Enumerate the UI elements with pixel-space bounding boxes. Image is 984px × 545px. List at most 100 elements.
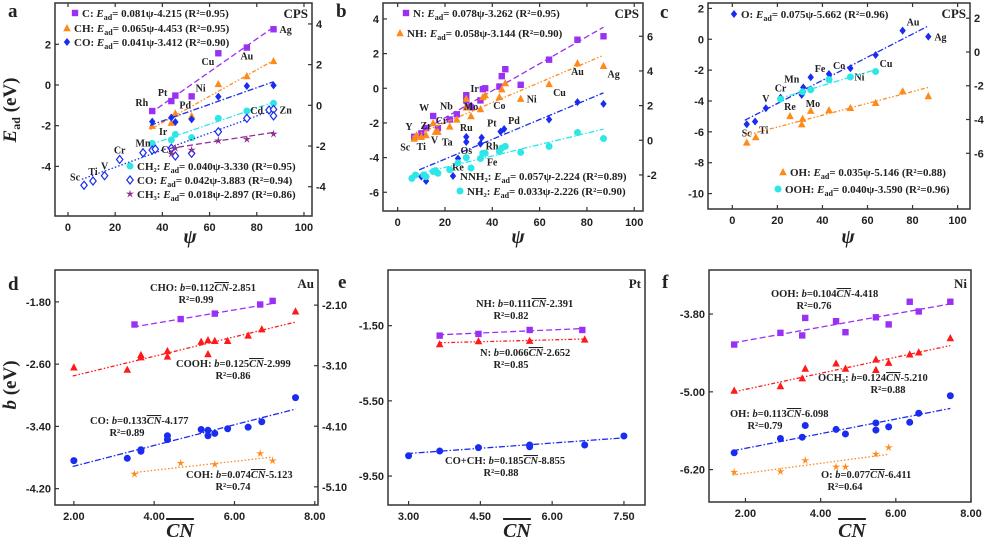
equation-rhs: = 0.057ψ-2.224 (R²=0.89) xyxy=(510,171,627,183)
fit-equation: OOH: b=0.104CN-4.418 xyxy=(771,289,878,300)
equation-variable: b xyxy=(214,359,219,370)
fit-line xyxy=(418,92,604,171)
circle-marker xyxy=(730,449,738,457)
triangle-marker xyxy=(429,118,437,127)
equation-cn: CN xyxy=(529,348,544,359)
equation-species: CH₂: xyxy=(137,161,163,173)
triangle-marker xyxy=(580,335,589,343)
triangle-marker xyxy=(786,111,794,120)
circle-marker xyxy=(197,426,205,434)
circle-marker xyxy=(481,149,489,157)
equation-species: OH: xyxy=(730,409,752,420)
triangle-marker xyxy=(779,168,787,176)
equation-lhs: E xyxy=(96,37,104,49)
diamond-marker xyxy=(168,113,175,122)
equation-cn: CN xyxy=(836,289,851,300)
equation-rhs: = 0.040ψ-3.330 (R²=0.95) xyxy=(179,161,296,173)
triangle-marker xyxy=(751,133,760,141)
fit-line xyxy=(732,344,951,393)
y2-tick-label: 0 xyxy=(647,135,653,147)
triangle-marker xyxy=(474,337,483,345)
r-squared: R²=0.76 xyxy=(796,301,831,312)
equation-lhs: E xyxy=(162,161,170,173)
element-label: Cu xyxy=(553,88,566,99)
fit-equation: OH: Ead= 0.035ψ-5.146 (R²=0.88) xyxy=(790,167,946,181)
equation-variable: b xyxy=(216,470,221,481)
circle-marker xyxy=(846,73,854,81)
x-tick-label: 8.00 xyxy=(960,508,981,520)
element-label: Mn xyxy=(136,139,151,150)
triangle-marker xyxy=(163,346,172,355)
x-axis-title: CN xyxy=(166,520,195,542)
y-tick-label: -4 xyxy=(694,96,705,108)
equation-rhs: = 0.033ψ-2.226 (R²=0.90) xyxy=(509,186,626,198)
square-marker xyxy=(71,9,79,17)
square-marker xyxy=(579,326,586,334)
y-tick-label: -5.00 xyxy=(680,387,705,399)
element-label: Cd xyxy=(250,106,263,117)
triangle-marker xyxy=(599,61,608,69)
equation-subscript: ad xyxy=(502,176,511,185)
equation-variable: b xyxy=(851,373,856,384)
triangle-marker xyxy=(730,386,738,394)
triangle-marker xyxy=(516,94,525,102)
y-tick-label: -1.50 xyxy=(359,321,384,333)
square-marker xyxy=(545,56,553,63)
y-tick-label: 0 xyxy=(45,80,51,92)
element-label: Au xyxy=(907,18,920,29)
diamond-marker xyxy=(63,38,71,46)
y-tick-label: -3.80 xyxy=(680,309,705,321)
circle-marker xyxy=(456,187,464,195)
equation-coefficient: =0.113 xyxy=(758,409,787,420)
triangle-marker xyxy=(776,382,785,390)
series-nh: Sc Y Ti Zr V Ta Cr Mo Ir Co Ni Cu Au Ag NH: Ead= 0.058… xyxy=(396,28,620,154)
element-label: Cu xyxy=(202,57,215,68)
equation-subscript: ad xyxy=(167,180,176,189)
square-marker xyxy=(256,301,264,308)
equation-variable: b xyxy=(494,348,499,359)
fit-equation: NH: b=0.111CN-2.391 xyxy=(476,299,573,310)
triangle-marker xyxy=(412,131,421,139)
triangle-marker xyxy=(797,120,806,128)
r-squared: R²=0.89 xyxy=(109,428,144,439)
circle-marker xyxy=(599,135,607,143)
circle-marker xyxy=(214,114,222,122)
r-squared: R²=0.64 xyxy=(827,482,863,493)
fit-line xyxy=(133,302,273,328)
equation-variable: b xyxy=(752,409,757,420)
fit-line xyxy=(744,25,929,121)
triangle-marker xyxy=(481,91,490,99)
fit-line xyxy=(72,408,296,468)
fit-equation: N: b=0.066CN-2.652 xyxy=(480,348,570,359)
square-marker xyxy=(947,298,954,305)
star-marker xyxy=(242,134,251,143)
fit-equation: CH₂: Ead= 0.040ψ-3.330 (R²=0.95) xyxy=(137,161,296,175)
triangle-marker xyxy=(462,103,471,111)
square-marker xyxy=(517,81,524,89)
diamond-marker xyxy=(545,115,553,124)
corner-label: CPS xyxy=(283,6,308,21)
equation-cn: CN xyxy=(523,456,538,467)
star-marker xyxy=(256,449,265,458)
circle-marker xyxy=(167,136,175,144)
square-marker xyxy=(446,116,453,123)
equation-cn: CN xyxy=(787,409,802,420)
corner-label: CPS xyxy=(941,6,966,21)
triangle-marker xyxy=(801,364,810,372)
element-label: Sc xyxy=(400,143,411,154)
equation-species: OOH: xyxy=(785,184,817,196)
triangle-marker xyxy=(825,106,833,114)
equation-species: NNH₂: xyxy=(460,171,494,183)
triangle-marker xyxy=(244,331,252,339)
triangle-marker xyxy=(476,105,485,113)
equation-lhs: E xyxy=(95,8,103,20)
x-tick-label: 6.00 xyxy=(885,508,906,520)
equation-subscript: ad xyxy=(824,189,833,198)
equation-constant: -4.418 xyxy=(851,289,878,300)
circle-marker xyxy=(204,432,212,440)
element-label: Sc xyxy=(742,128,753,139)
circle-marker xyxy=(405,452,413,460)
